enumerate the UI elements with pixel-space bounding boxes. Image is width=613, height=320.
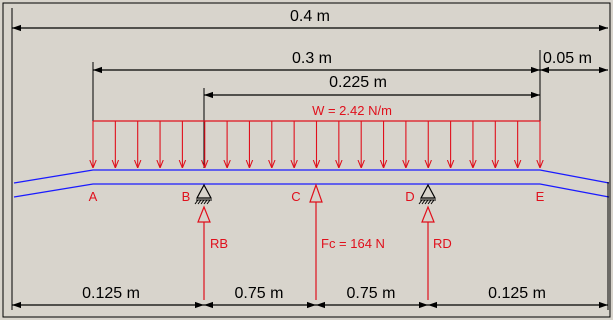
support-d — [418, 183, 437, 205]
point-b-label: B — [182, 189, 191, 204]
force-c-label: Fc = 164 N — [321, 236, 385, 251]
dimension-overhang-label: 0.05 m — [543, 50, 592, 67]
reaction-b-label: RB — [210, 236, 228, 251]
point-a-label: A — [89, 189, 98, 204]
dimension-overhang: 0.05 m — [540, 50, 608, 74]
beam — [13, 169, 610, 198]
distributed-load: W = 2.42 N/m — [93, 103, 540, 168]
point-e-label: E — [536, 189, 545, 204]
reaction-b: RB — [197, 205, 228, 300]
dimension-load-span-label: 0.3 m — [292, 50, 332, 67]
force-c: Fc = 164 N — [309, 183, 385, 300]
reaction-d-label: RD — [433, 236, 452, 251]
dimension-b-to-e-label: 0.225 m — [329, 74, 387, 91]
dimension-bottom: 0.125 m 0.75 m 0.75 m 0.125 m — [12, 182, 609, 310]
point-d-label: D — [405, 189, 414, 204]
load-arrows — [93, 121, 540, 168]
dimension-seg-de-label: 0.125 m — [488, 285, 546, 302]
dimension-seg-cd-label: 0.75 m — [347, 285, 396, 302]
distributed-load-label: W = 2.42 N/m — [312, 103, 392, 118]
dimension-total: 0.4 m — [11, 8, 608, 310]
support-b — [194, 183, 213, 205]
reaction-d: RD — [421, 205, 452, 300]
dimension-seg-bc-label: 0.75 m — [235, 285, 284, 302]
point-c-label: C — [291, 189, 300, 204]
dimension-total-label: 0.4 m — [290, 8, 330, 25]
dimension-seg-ab-label: 0.125 m — [82, 285, 140, 302]
dimension-b-to-e: 0.225 m — [203, 74, 540, 168]
